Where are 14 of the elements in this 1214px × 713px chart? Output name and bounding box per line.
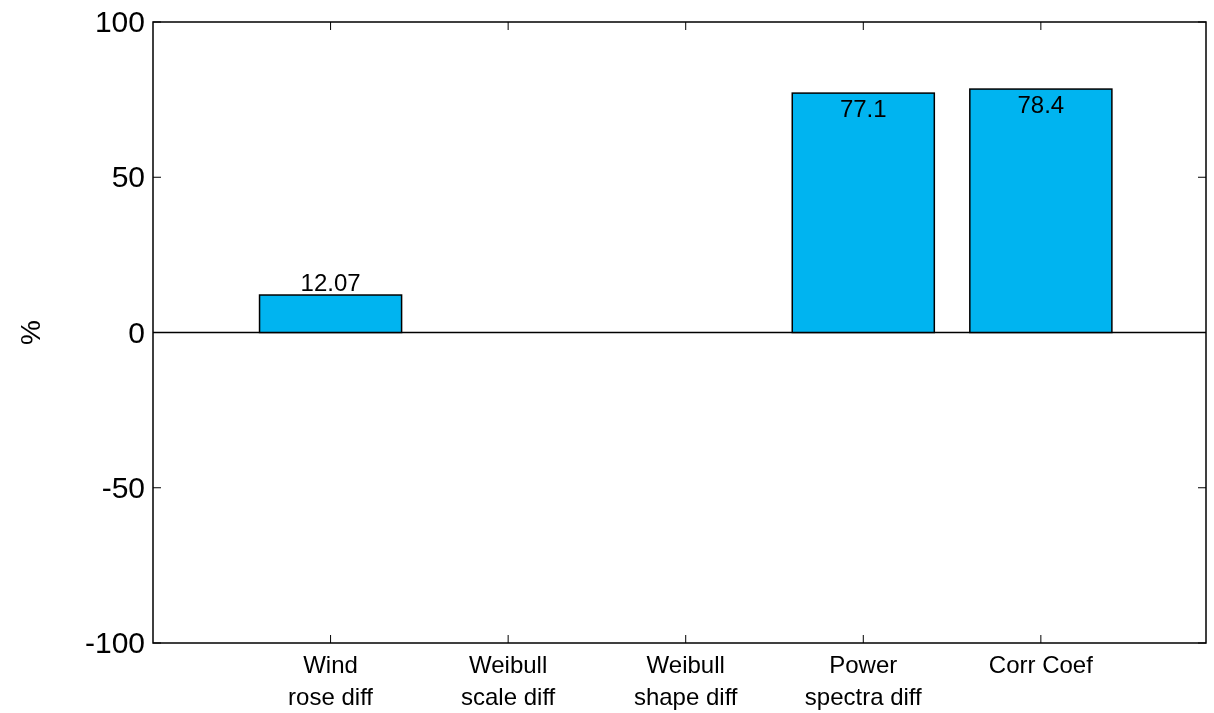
y-tick-label: -50 <box>101 470 145 504</box>
x-tick-label: Weibull shape diff <box>633 651 738 710</box>
x-tick-label: Weibull scale diff <box>461 651 556 710</box>
y-tick-label: 0 <box>128 315 145 349</box>
data-label: 78.4 <box>1017 91 1065 119</box>
y-tick-label: -100 <box>84 626 145 659</box>
x-tick-label: Wind rose diff <box>288 651 374 710</box>
data-label: 12.07 <box>300 269 361 297</box>
data-label: 77.1 <box>839 95 887 123</box>
x-tick-label: Power spectra diff <box>804 651 923 710</box>
y-tick-label: 50 <box>111 160 145 194</box>
x-tick-label: Corr Coef <box>988 651 1094 678</box>
y-tick-label: 100 <box>94 5 145 38</box>
y-axis-title: % <box>15 320 46 345</box>
